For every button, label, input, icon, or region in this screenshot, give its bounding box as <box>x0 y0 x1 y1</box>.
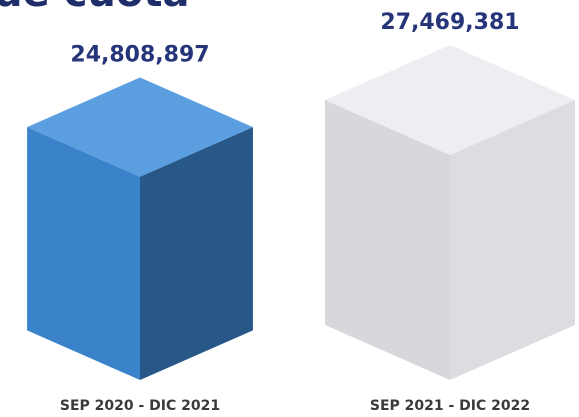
cube-left-face <box>325 100 450 380</box>
value-label: 27,469,381 <box>380 10 519 35</box>
cube-top-face <box>27 77 253 177</box>
cube-right-face <box>450 100 575 380</box>
cube-right-shade <box>450 100 575 380</box>
chart-title: de cuota <box>0 0 189 16</box>
cube-right-face <box>140 127 253 380</box>
cube-top-face <box>325 45 575 155</box>
cube-top-light <box>27 77 253 177</box>
value-label: 24,808,897 <box>70 42 209 67</box>
cube-left-shade <box>325 100 450 380</box>
cube-left-face <box>27 127 140 380</box>
cube-right-shade <box>140 127 253 380</box>
cube <box>325 45 575 380</box>
cube <box>27 77 253 380</box>
category-label: SEP 2020 - DIC 2021 <box>60 398 220 414</box>
cube-top-light <box>325 45 575 155</box>
cube-left-shade <box>27 127 140 380</box>
category-label: SEP 2021 - DIC 2022 <box>370 398 530 414</box>
